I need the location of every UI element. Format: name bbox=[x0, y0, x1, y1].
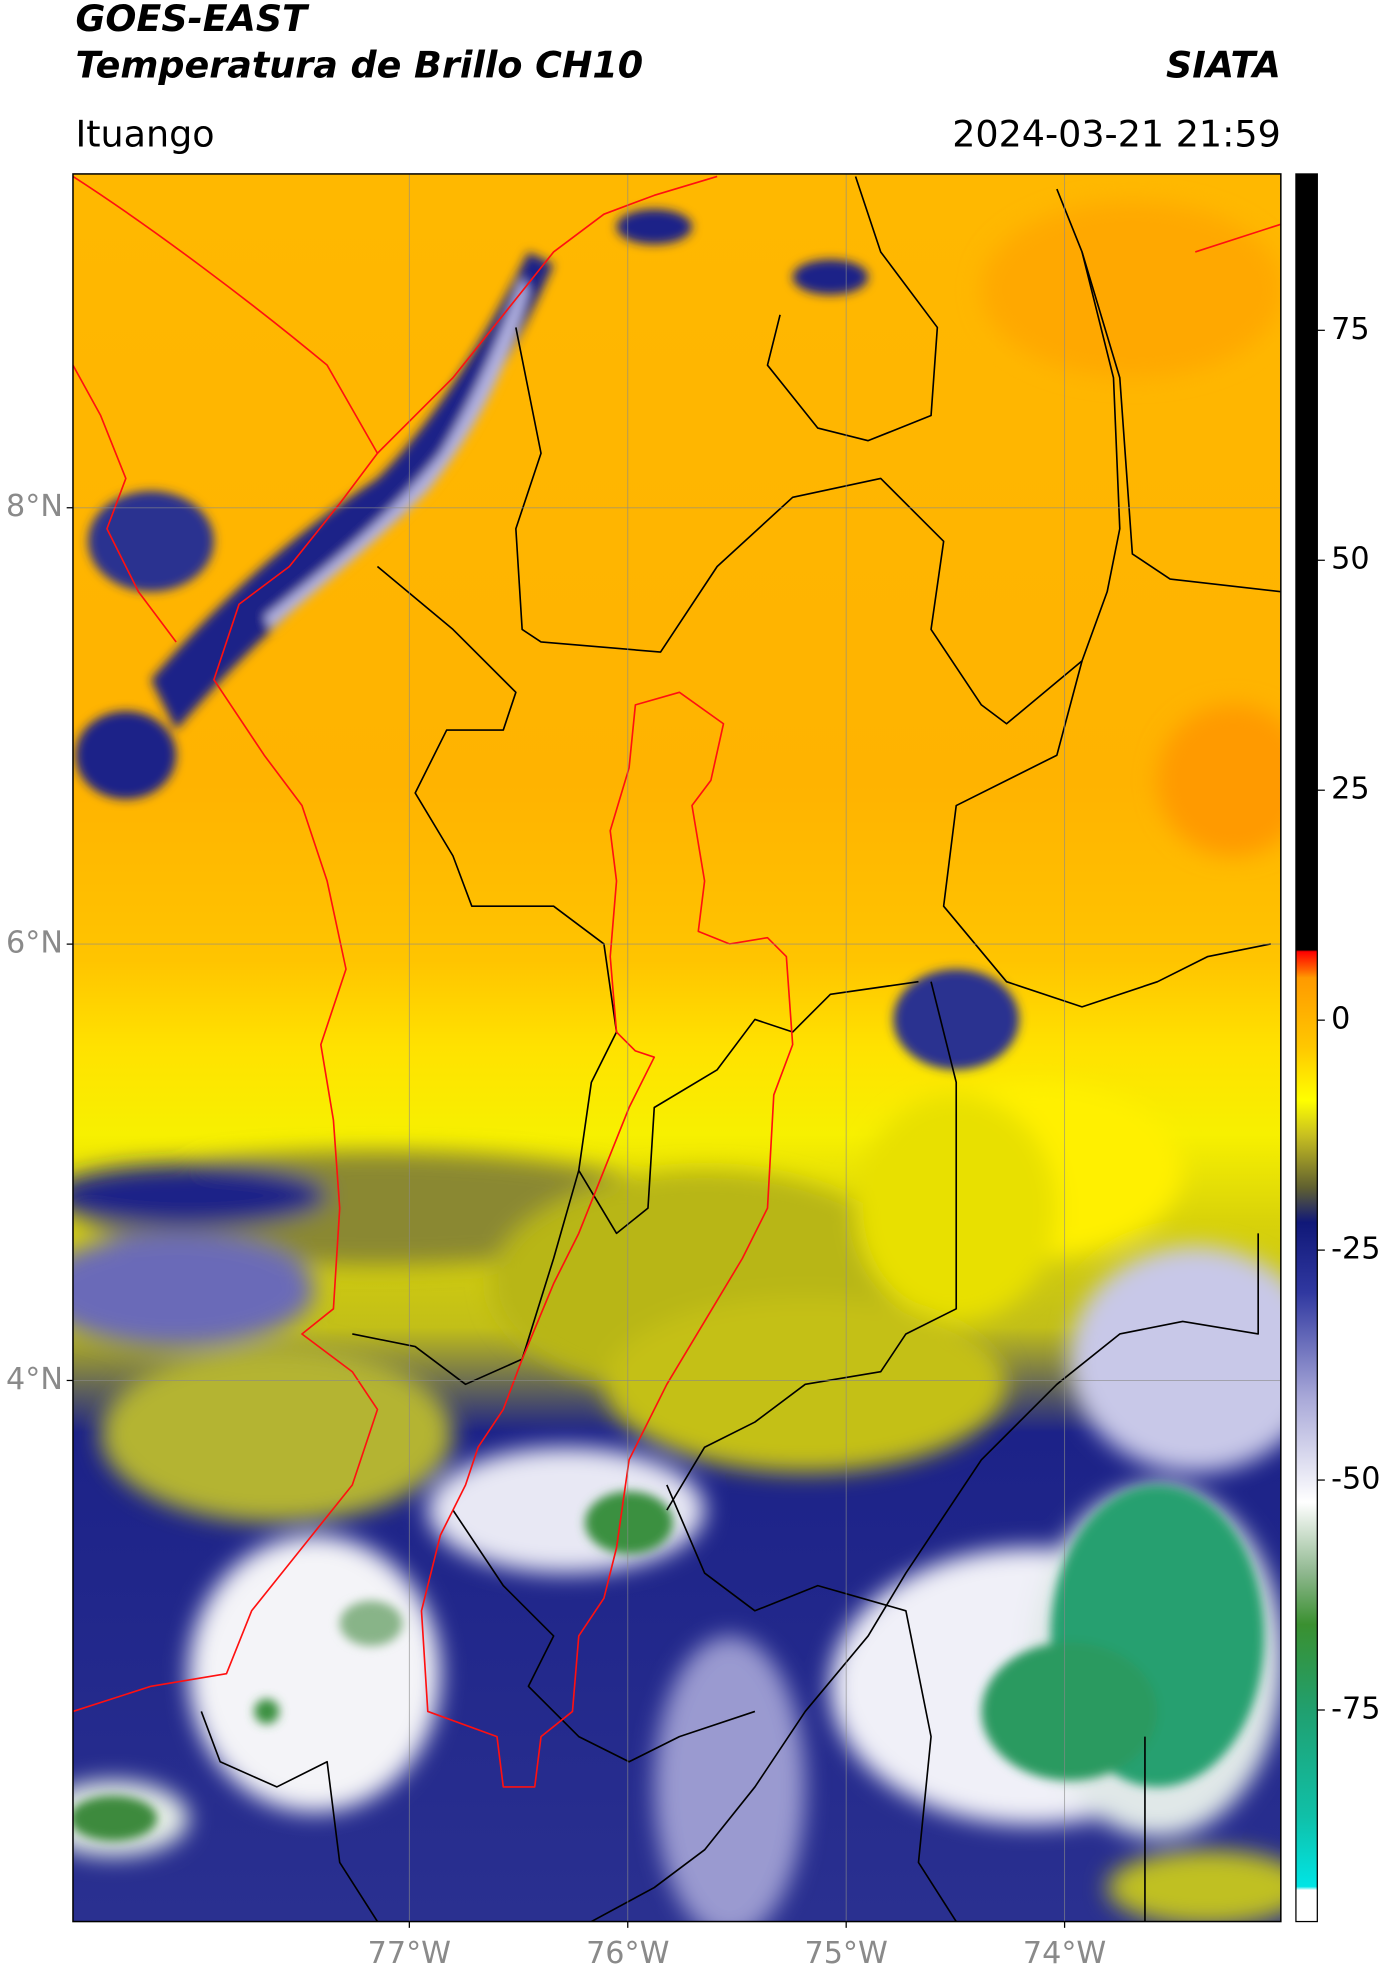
lon-tick-label: 77°W bbox=[368, 1936, 451, 1971]
grid bbox=[72, 173, 1281, 1922]
colorbar-tick-label: 25 bbox=[1331, 772, 1369, 807]
map-frame bbox=[72, 173, 1282, 1923]
lon-tick-label: 74°W bbox=[1023, 1936, 1106, 1971]
colorbar-tick-label: 50 bbox=[1331, 542, 1369, 577]
agency: SIATA bbox=[1166, 43, 1281, 86]
red-outlines bbox=[72, 175, 1281, 1788]
lon-tick-label: 75°W bbox=[804, 1936, 887, 1971]
colorbar-tick-label: 0 bbox=[1331, 1002, 1350, 1037]
colorbar-tick-label: -50 bbox=[1331, 1462, 1380, 1497]
subtitle: Temperatura de Brillo CH10 bbox=[75, 43, 643, 86]
lat-tick-label: 8°N bbox=[6, 489, 63, 524]
region: Ituango bbox=[75, 113, 214, 156]
colorbar bbox=[1295, 173, 1318, 1923]
lat-tick-label: 6°N bbox=[6, 926, 63, 961]
axes: 8°N 6°N 4°N 77°W 76°W 75°W 74°W 75 50 25 0 -25 -50 -7… bbox=[6, 312, 1380, 1971]
colorbar-tick-label: -25 bbox=[1331, 1232, 1380, 1267]
colorbar-tick-label: 75 bbox=[1331, 312, 1369, 347]
title: GOES-EAST bbox=[75, 0, 310, 40]
lon-tick-label: 76°W bbox=[586, 1936, 669, 1971]
map-image bbox=[72, 173, 1281, 1922]
colorbar-tick-label: -75 bbox=[1331, 1692, 1380, 1727]
timestamp: 2024-03-21 21:59 bbox=[952, 113, 1281, 156]
lat-tick-label: 4°N bbox=[6, 1362, 63, 1397]
